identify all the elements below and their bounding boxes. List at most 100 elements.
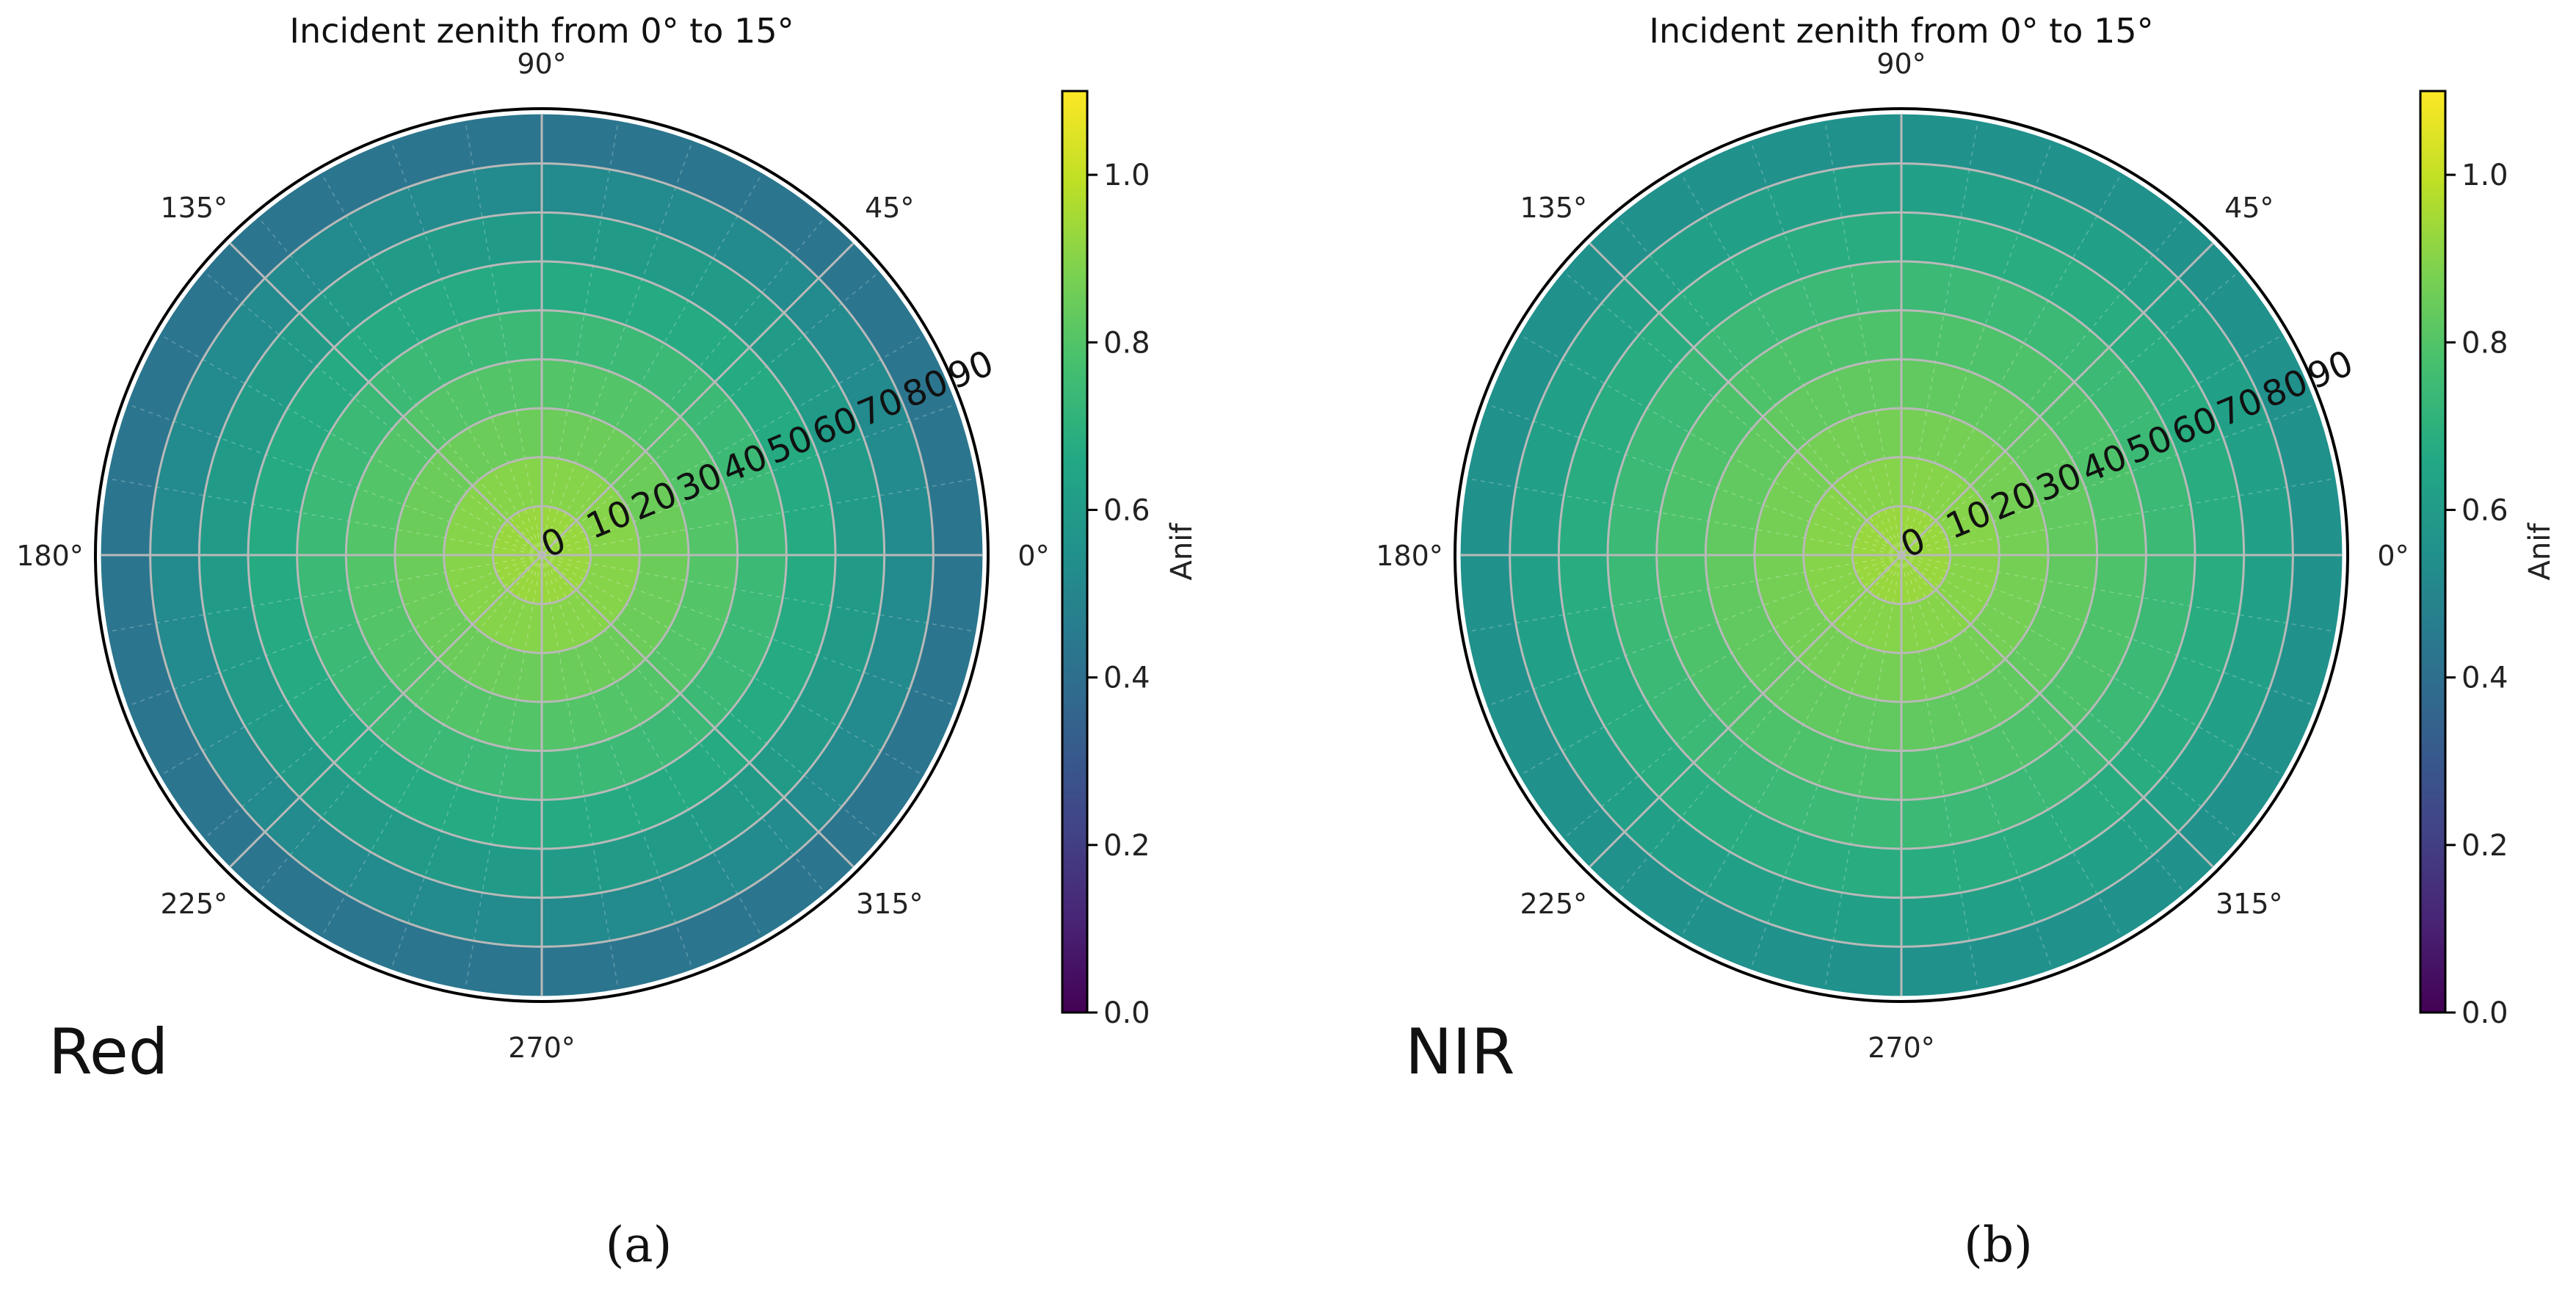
azimuth-bin-line bbox=[1520, 334, 1902, 556]
azimuth-bin-line bbox=[1824, 554, 1902, 990]
azimuth-bin-line bbox=[1487, 554, 1902, 706]
polar-grid bbox=[1461, 115, 2342, 996]
radial-tick-label: 90 bbox=[2301, 342, 2359, 397]
azimuth-bin-line bbox=[1901, 554, 2316, 706]
heatmap-cell bbox=[830, 554, 885, 615]
heatmap-cell bbox=[541, 892, 611, 947]
azimuth-bin-line bbox=[1824, 120, 1902, 556]
heatmap-cell bbox=[1607, 554, 1661, 606]
angular-tick-label: 45° bbox=[2224, 192, 2274, 224]
azimuth-bin-line bbox=[465, 554, 543, 990]
angular-tick-label: 0° bbox=[1017, 540, 1049, 572]
band-label: Red bbox=[48, 1015, 168, 1089]
azimuth-bin-line bbox=[1901, 554, 2053, 970]
azimuth-bin-line bbox=[1901, 120, 1978, 556]
radial-tick-label: 90 bbox=[942, 342, 999, 397]
polar-plot-red: 0°45°90°135°180°225°270°315°0 10203040506… bbox=[16, 48, 1049, 1064]
panel-caption: (a) bbox=[606, 1217, 672, 1273]
heatmap-cell bbox=[150, 486, 205, 556]
heatmap-cell bbox=[782, 504, 836, 556]
panel-red: Incident zenith from 0° to 15° 0° 45° 90° 1… bbox=[16, 11, 1199, 1273]
panel-nir: Incident zenith from 0° to 15° 0° 45° 90° 1… bbox=[1376, 11, 2557, 1273]
azimuth-bin-line bbox=[1617, 217, 1902, 556]
azimuth-bin-line bbox=[1750, 554, 1902, 970]
heatmap-cell bbox=[2238, 554, 2293, 624]
azimuth-bin-line bbox=[203, 271, 543, 556]
azimuth-bin-line bbox=[1901, 554, 2122, 937]
angular-tick-label: 180° bbox=[1376, 540, 1443, 572]
colorbar-tick-label: 0.2 bbox=[2461, 829, 2508, 863]
azimuth-bin-line bbox=[1901, 271, 2240, 556]
heatmap-cell bbox=[1558, 554, 1613, 615]
colorbar-red: 0.0 0.2 0.4 0.6 0.8 1.0 Anif bbox=[1061, 90, 1199, 1030]
azimuth-bin-line bbox=[321, 554, 543, 937]
angular-tick-label: 135° bbox=[160, 192, 228, 224]
azimuth-bin-line bbox=[541, 554, 880, 839]
heatmap-cell bbox=[1901, 892, 1970, 947]
angular-tick-label: 45° bbox=[865, 192, 914, 224]
azimuth-bin-line bbox=[1467, 478, 1902, 556]
heatmap-cell bbox=[482, 211, 543, 267]
heatmap-cell bbox=[490, 261, 543, 315]
heatmap-cell bbox=[1824, 940, 1902, 996]
azimuth-bin-line bbox=[1901, 217, 2185, 556]
azimuth-bin-line bbox=[1520, 554, 1902, 776]
angular-tick-label: 180° bbox=[16, 540, 84, 572]
angular-tick-label: 270° bbox=[508, 1032, 576, 1064]
angular-grid-line bbox=[1589, 554, 1903, 868]
heatmap-cell bbox=[2141, 504, 2196, 556]
angular-grid-line bbox=[540, 242, 855, 557]
azimuth-bin-line bbox=[127, 554, 543, 706]
azimuth-bin-line bbox=[541, 554, 976, 632]
angular-tick-label: 0° bbox=[2377, 540, 2409, 572]
heatmap-cell bbox=[1901, 261, 1953, 315]
heatmap-cell bbox=[150, 554, 205, 624]
angular-tick-label: 315° bbox=[856, 888, 924, 920]
azimuth-bin-line bbox=[465, 120, 543, 556]
azimuth-bin-line bbox=[1901, 554, 1978, 990]
azimuth-bin-lines bbox=[101, 115, 982, 996]
azimuth-bin-line bbox=[541, 554, 619, 990]
heatmap-cell bbox=[1509, 554, 1564, 624]
heatmap-cell bbox=[1901, 795, 1953, 850]
colorbar-label: Anif bbox=[2523, 523, 2557, 581]
heatmap-cell bbox=[1460, 554, 1517, 632]
colorbar-tick-label: 0.8 bbox=[2461, 326, 2508, 360]
heatmap-cell bbox=[1901, 940, 1978, 996]
heatmap-cell bbox=[782, 554, 836, 606]
heatmap-cell bbox=[101, 554, 157, 632]
angular-tick-label: 225° bbox=[160, 888, 228, 920]
azimuth-bin-line bbox=[1901, 554, 2336, 632]
azimuth-bin-line bbox=[1901, 173, 2122, 556]
angular-tick-label: 270° bbox=[1868, 1032, 1935, 1064]
polar-frame bbox=[1454, 107, 2349, 1003]
colorbar-tick-label: 0.2 bbox=[1103, 829, 1150, 863]
heatmap-cell bbox=[1850, 795, 1902, 850]
azimuth-bin-line bbox=[1901, 554, 2240, 839]
heatmap-cell bbox=[541, 844, 602, 899]
heatmap-cell bbox=[1824, 114, 1902, 170]
azimuth-bin-line bbox=[1680, 173, 1902, 556]
azimuth-bin-line bbox=[391, 140, 543, 556]
azimuth-bin-line bbox=[541, 478, 976, 556]
panel-caption: (b) bbox=[1964, 1217, 2033, 1273]
heatmap-cell bbox=[830, 495, 885, 556]
heatmap-cell bbox=[2238, 486, 2293, 556]
angular-tick-label: 135° bbox=[1520, 192, 1587, 224]
heatmap-cell bbox=[247, 554, 302, 606]
colorbar-tick-label: 0.8 bbox=[1103, 326, 1150, 360]
polar-frame bbox=[94, 107, 990, 1003]
angular-tick-label: 315° bbox=[2216, 888, 2283, 920]
colorbar-tick-label: 1.0 bbox=[1103, 159, 1150, 192]
azimuth-bin-line bbox=[107, 478, 543, 556]
heatmap-cell bbox=[2190, 554, 2245, 615]
heatmap-cell bbox=[541, 211, 602, 267]
heatmap-cell bbox=[473, 163, 543, 218]
azimuth-bin-line bbox=[541, 554, 763, 937]
azimuth-bin-line bbox=[1487, 404, 1902, 556]
azimuth-bin-line bbox=[541, 334, 924, 556]
heatmap-cell bbox=[1558, 495, 1613, 556]
azimuth-bin-line bbox=[391, 554, 543, 970]
angular-grid-line bbox=[1900, 554, 2214, 868]
heatmap-cell bbox=[247, 504, 302, 556]
